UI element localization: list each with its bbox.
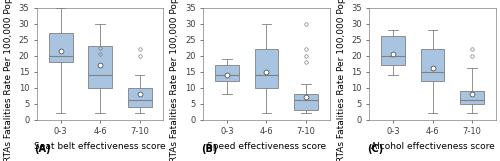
FancyBboxPatch shape <box>49 33 72 62</box>
Text: (B): (B) <box>200 144 217 154</box>
FancyBboxPatch shape <box>215 65 239 81</box>
Y-axis label: RTAs Fatalities Rate Per 100,000 Population: RTAs Fatalities Rate Per 100,000 Populat… <box>170 0 179 161</box>
FancyBboxPatch shape <box>294 94 318 110</box>
X-axis label: Alcohol effectiveness score: Alcohol effectiveness score <box>370 142 494 151</box>
FancyBboxPatch shape <box>421 49 444 81</box>
FancyBboxPatch shape <box>88 46 112 88</box>
X-axis label: Seat belt effectiveness score: Seat belt effectiveness score <box>34 142 166 151</box>
FancyBboxPatch shape <box>128 88 152 107</box>
FancyBboxPatch shape <box>381 36 405 65</box>
FancyBboxPatch shape <box>460 91 484 104</box>
Y-axis label: RTAs Fatalities Rate Per 100,000 Population: RTAs Fatalities Rate Per 100,000 Populat… <box>4 0 13 161</box>
Y-axis label: RTAs Fatalities Rate Per 100,000 Population: RTAs Fatalities Rate Per 100,000 Populat… <box>336 0 345 161</box>
Text: (A): (A) <box>34 144 51 154</box>
FancyBboxPatch shape <box>254 49 278 88</box>
X-axis label: Speed effectiveness score: Speed effectiveness score <box>207 142 326 151</box>
Text: (C): (C) <box>367 144 383 154</box>
